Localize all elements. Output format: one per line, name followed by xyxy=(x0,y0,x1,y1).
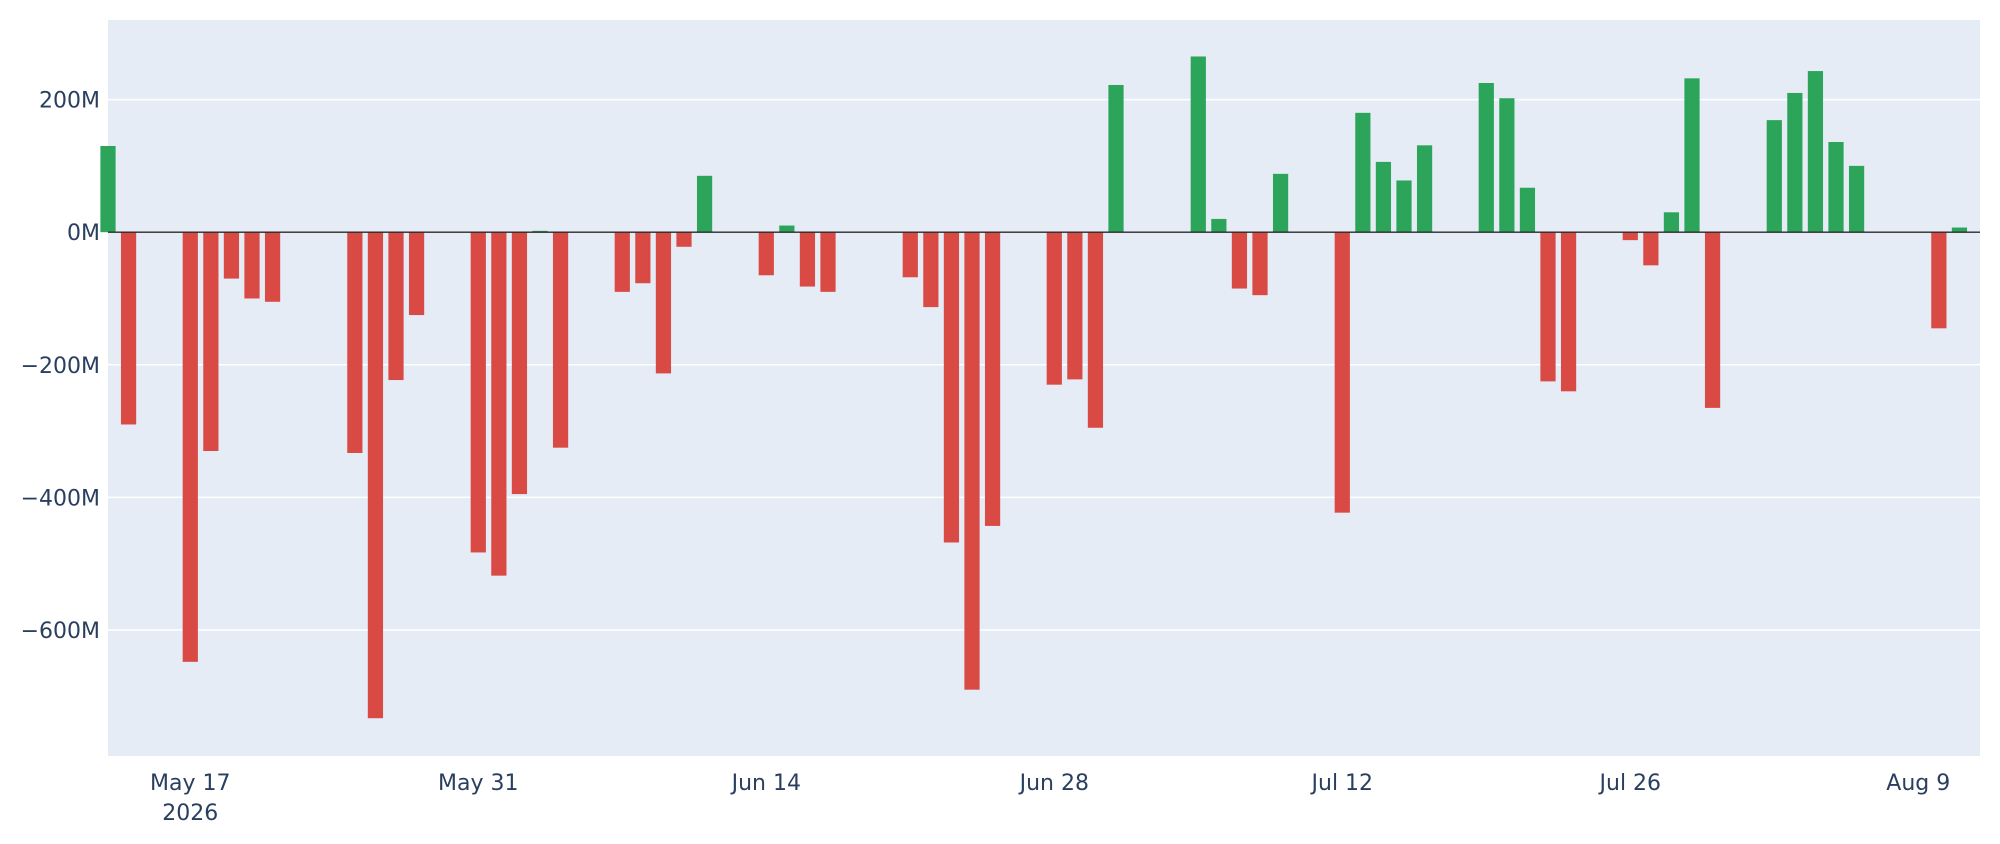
bar-positive xyxy=(1396,180,1412,233)
gridlines xyxy=(108,98,1980,631)
bar-negative xyxy=(388,232,404,381)
bar-negative xyxy=(635,232,651,284)
bar-negative xyxy=(491,232,507,576)
y-tick-label: −600M xyxy=(21,619,100,644)
y-tick-label: 0M xyxy=(67,221,100,246)
bar-negative xyxy=(470,232,486,553)
bar-negative xyxy=(120,232,137,425)
bar-negative xyxy=(1931,232,1947,329)
bar-positive xyxy=(100,145,116,233)
bar-negative xyxy=(923,232,939,308)
x-tick-label: Jul 26 xyxy=(1598,771,1662,796)
bar-positive xyxy=(1848,165,1865,233)
bar-negative xyxy=(984,232,1001,526)
bar-negative xyxy=(614,232,630,292)
bar-positive xyxy=(1416,145,1433,233)
plot-background xyxy=(108,20,1980,756)
x-tick-label: May 17 xyxy=(150,771,230,796)
bar-positive xyxy=(696,175,713,233)
bar-negative xyxy=(655,232,672,374)
bar-negative xyxy=(964,232,980,690)
x-tick-year-label: 2026 xyxy=(162,801,218,826)
bar-negative xyxy=(1334,232,1350,513)
bar-positive xyxy=(1663,212,1680,233)
y-tick-label: −400M xyxy=(21,486,100,511)
bar-negative xyxy=(1560,232,1577,392)
bar-positive xyxy=(1190,56,1206,233)
bar-negative xyxy=(1087,232,1104,428)
x-tick-label: Aug 9 xyxy=(1886,771,1950,796)
bar-positive xyxy=(1355,112,1371,233)
bar-negative xyxy=(1046,232,1062,385)
bar-negative xyxy=(264,232,281,302)
bar-positive xyxy=(1211,218,1227,233)
y-tick-label: −200M xyxy=(21,354,100,379)
bar-negative xyxy=(1231,232,1248,289)
bar-negative xyxy=(203,232,219,451)
bar-negative xyxy=(223,232,240,279)
bar-positive xyxy=(1766,120,1782,233)
bar-negative xyxy=(1622,232,1638,241)
x-axis: May 17 2026 May 31 Jun 14 Jun 28 Jul 12 Jul 26… xyxy=(150,771,1950,826)
bar-negative xyxy=(1067,232,1083,380)
bar-negative xyxy=(943,232,960,543)
bar-positive xyxy=(1684,78,1700,233)
bar-series xyxy=(100,56,1968,719)
bar-positive xyxy=(1519,187,1536,233)
x-tick-label: May 31 xyxy=(438,771,518,796)
bar-negative xyxy=(1252,232,1268,296)
bar-negative xyxy=(820,232,836,292)
bar-negative xyxy=(902,232,918,278)
bar-negative xyxy=(552,232,569,448)
bar-negative xyxy=(511,232,528,495)
bar-negative xyxy=(244,232,260,299)
bar-negative xyxy=(408,232,425,316)
x-tick-label: Jun 14 xyxy=(730,771,801,796)
bar-positive xyxy=(1951,227,1968,233)
x-tick-label: Jul 12 xyxy=(1310,771,1374,796)
bar-positive xyxy=(1787,92,1803,233)
bar-positive xyxy=(1807,71,1824,233)
bar-negative xyxy=(367,232,384,719)
bar-negative xyxy=(1643,232,1659,266)
y-tick-label: 200M xyxy=(39,89,100,114)
bar-positive xyxy=(1272,173,1289,233)
bar-positive xyxy=(1375,161,1392,233)
bar-negative xyxy=(676,232,692,247)
bar-negative xyxy=(1540,232,1556,382)
bar-positive xyxy=(779,225,795,233)
bar-positive xyxy=(1828,142,1844,233)
bar-negative xyxy=(758,232,774,276)
x-tick-label: Jun 28 xyxy=(1018,771,1089,796)
y-axis: 200M 0M −200M −400M −600M xyxy=(21,89,100,644)
bar-negative xyxy=(799,232,816,287)
bar-negative xyxy=(347,232,363,453)
bar-positive xyxy=(1478,82,1494,233)
bar-negative xyxy=(1704,232,1721,408)
bar-negative xyxy=(182,232,198,662)
bar-positive xyxy=(1108,84,1124,233)
bar-positive xyxy=(1499,98,1515,233)
